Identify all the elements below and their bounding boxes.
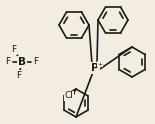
Text: F: F (16, 71, 22, 79)
Text: F: F (5, 58, 11, 66)
Text: Cl: Cl (65, 92, 73, 100)
Text: F: F (33, 58, 39, 66)
Text: B: B (18, 57, 26, 67)
Text: P: P (91, 63, 99, 73)
Text: F: F (11, 46, 17, 55)
Text: +: + (97, 62, 103, 66)
